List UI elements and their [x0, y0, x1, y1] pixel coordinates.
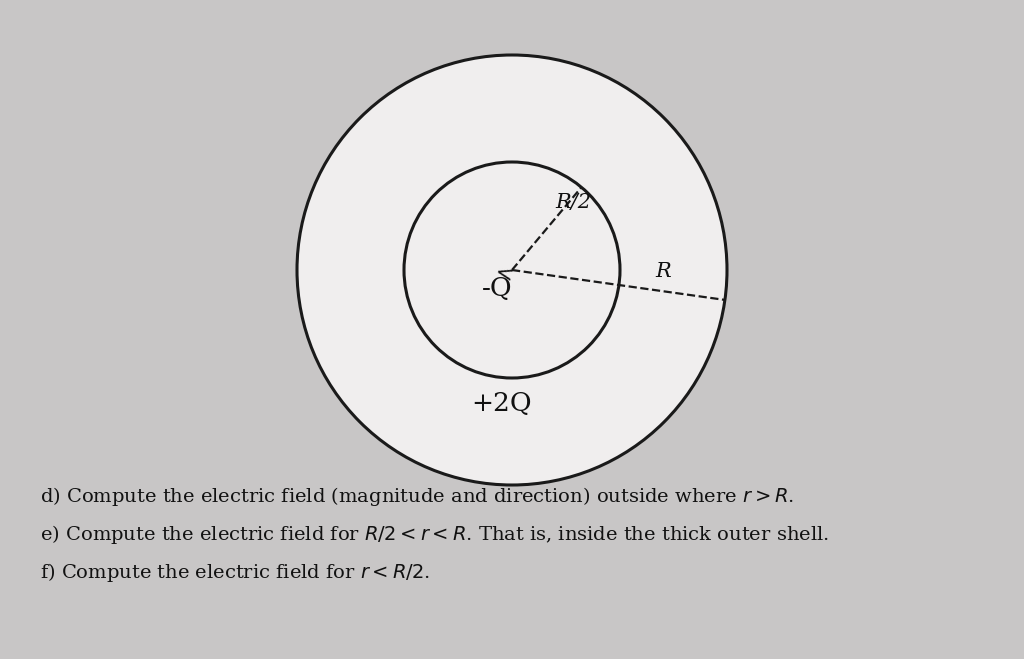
- Text: +2Q: +2Q: [472, 391, 532, 416]
- Circle shape: [297, 55, 727, 485]
- Text: e) Compute the electric field for $R/2 < r < R$. That is, inside the thick outer: e) Compute the electric field for $R/2 <…: [40, 523, 829, 546]
- Text: <: <: [493, 263, 515, 287]
- Text: d) Compute the electric field (magnitude and direction) outside where $r > R$.: d) Compute the electric field (magnitude…: [40, 486, 795, 509]
- Text: R/2: R/2: [555, 194, 591, 212]
- Text: R: R: [655, 262, 671, 281]
- Text: f) Compute the electric field for $r < R/2$.: f) Compute the electric field for $r < R…: [40, 561, 430, 583]
- Text: -Q: -Q: [481, 275, 512, 301]
- Circle shape: [404, 162, 620, 378]
